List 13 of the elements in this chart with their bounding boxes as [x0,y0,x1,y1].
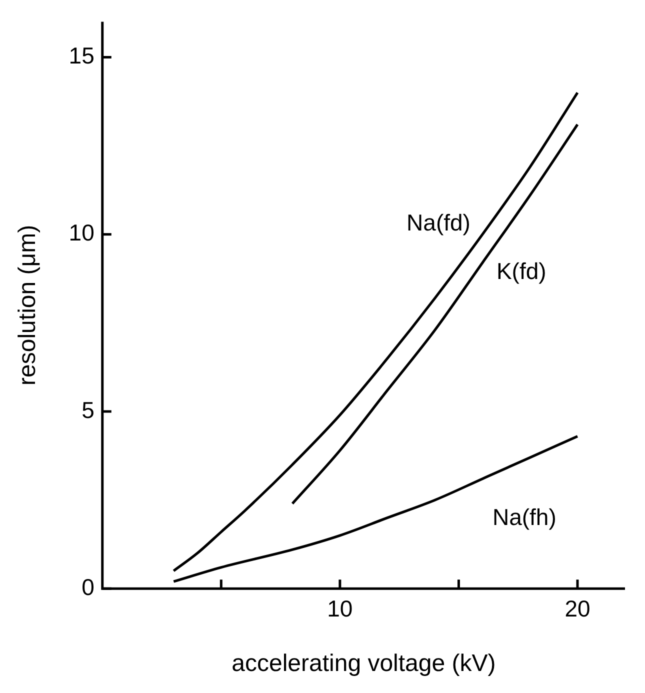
y-tick-label: 0 [82,574,94,600]
series-label: K(fd) [496,258,546,284]
series-label: Na(fh) [492,504,556,530]
x-axis-title: accelerating voltage (kV) [232,650,496,678]
line-series [291,123,579,505]
line-series [172,434,579,583]
y-tick-label: 15 [68,42,94,69]
y-tick-label: 10 [68,220,94,246]
series-label: Na(fd) [406,210,470,236]
line-series [172,91,579,572]
x-tick-label: 20 [564,596,590,622]
y-axis-title: resolution (μm) [14,224,42,386]
y-tick-label: 5 [82,396,94,423]
